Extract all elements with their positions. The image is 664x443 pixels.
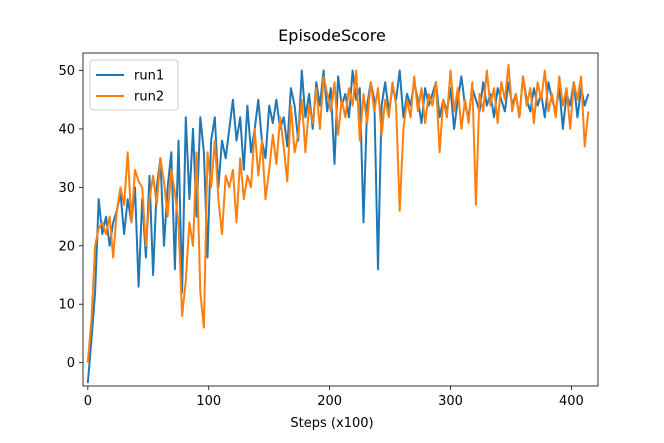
legend-label-run1: run1 (134, 69, 164, 84)
y-tick-label: 30 (58, 181, 75, 196)
x-tick-label: 400 (559, 394, 584, 409)
legend-box (89, 59, 179, 111)
y-tick-label: 10 (58, 298, 75, 313)
x-tick-label: 300 (438, 394, 463, 409)
x-tick-label: 100 (196, 394, 221, 409)
y-tick-label: 20 (58, 239, 75, 254)
series-line-run2 (86, 63, 590, 363)
series-layer (86, 63, 590, 384)
legend: run1 run2 (89, 59, 179, 111)
series-line-run1 (86, 69, 590, 384)
chart-title: EpisodeScore (278, 26, 386, 45)
y-tick-label: 0 (67, 356, 75, 371)
y-axis: 0 10 20 30 40 50 (58, 64, 83, 371)
x-tick-label: 0 (84, 394, 92, 409)
y-tick-label: 40 (58, 122, 75, 137)
x-tick-label: 200 (317, 394, 342, 409)
plot-frame (82, 52, 599, 387)
x-axis: 0 100 200 300 400 (84, 386, 584, 409)
legend-label-run2: run2 (134, 90, 164, 105)
y-tick-label: 50 (58, 64, 75, 79)
x-axis-label: Steps (x100) (290, 416, 374, 431)
